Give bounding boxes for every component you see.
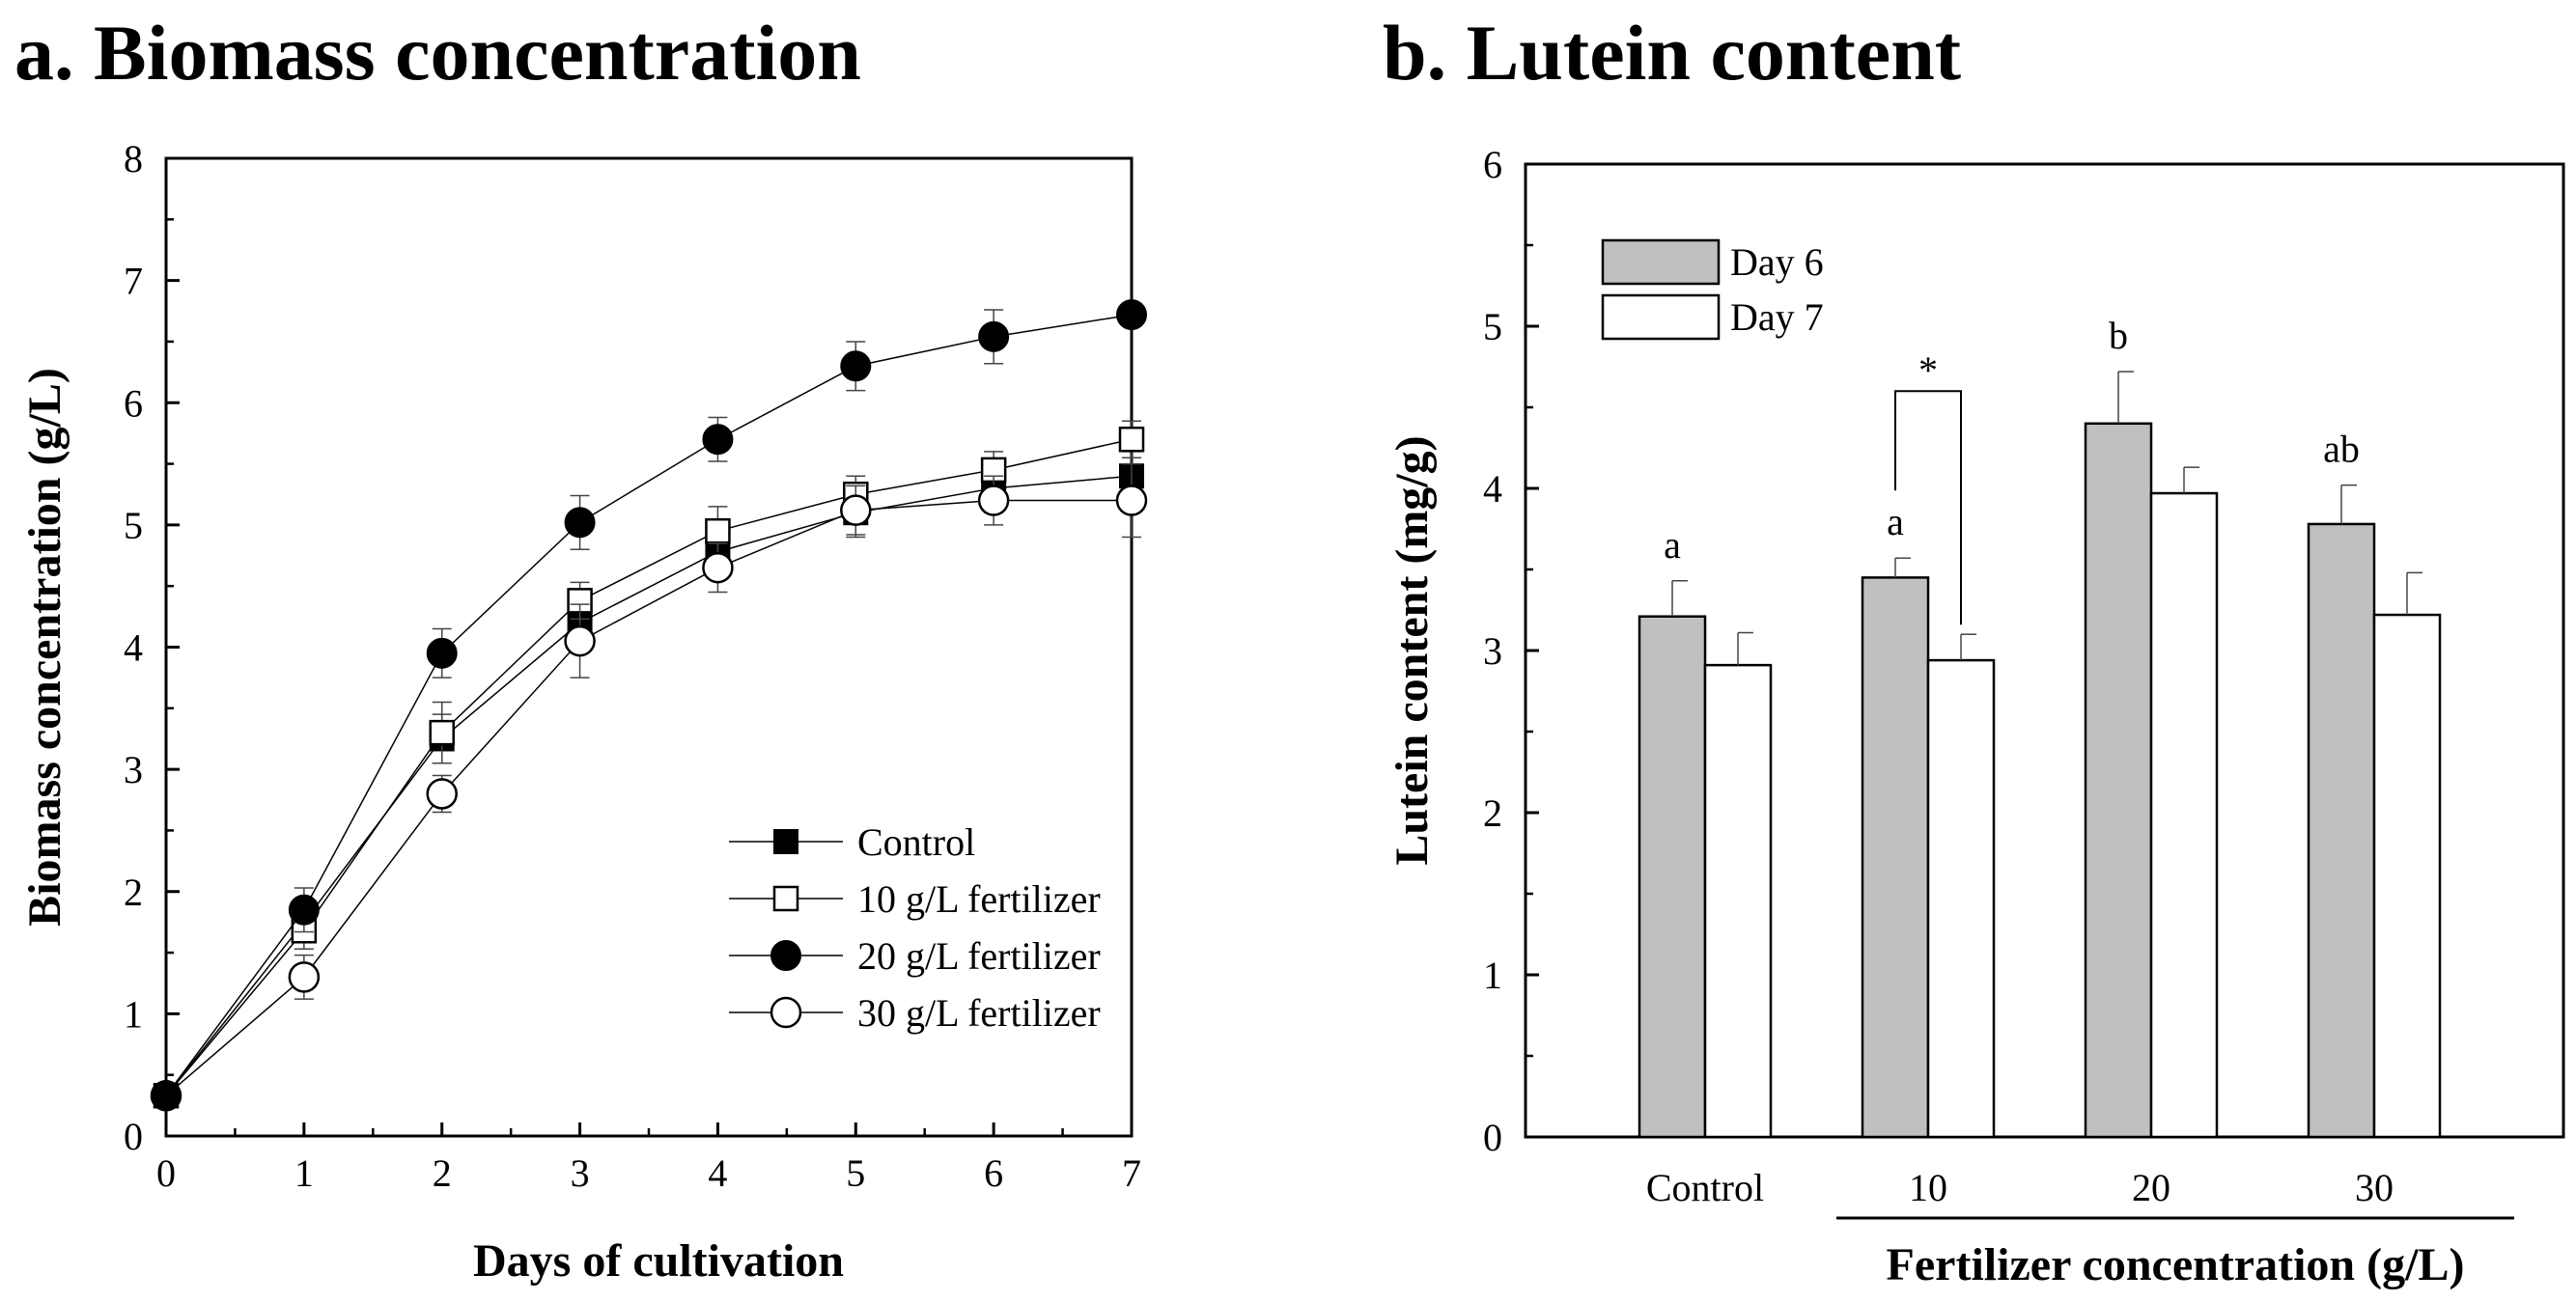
- y-tick-label: 3: [1483, 629, 1502, 673]
- y-tick-label: 0: [124, 1115, 143, 1158]
- x-tick-label: 7: [1122, 1151, 1141, 1195]
- x-tick-label: 10: [1909, 1166, 1947, 1209]
- x-tick-label: 6: [984, 1151, 1003, 1195]
- x-tick-label: 3: [571, 1151, 590, 1195]
- y-axis-title: Lutein content (mg/g): [1386, 435, 1438, 865]
- y-tick-label: 3: [124, 748, 143, 791]
- y-tick-label: 0: [1483, 1116, 1502, 1159]
- series-line: [165, 499, 1132, 1096]
- y-tick-label: 5: [1483, 305, 1502, 348]
- data-point: [1116, 299, 1147, 331]
- legend-marker: [772, 885, 799, 912]
- data-point: [978, 320, 1010, 352]
- data-point: [1118, 426, 1145, 453]
- significance-letter: ab: [2323, 428, 2360, 471]
- series-day-7: [1703, 466, 2442, 1139]
- x-axis-title: Fertilizer concentration (g/L): [1887, 1239, 2465, 1290]
- y-axis-title: Biomass concentration (g/L): [19, 368, 70, 927]
- bar: [2149, 491, 2219, 1139]
- y-tick-label: 4: [124, 626, 143, 670]
- series-day-6: [1638, 371, 2376, 1139]
- significance-letter: a: [1664, 523, 1681, 567]
- legend-marker: [770, 996, 802, 1029]
- biomass-chart: 0 1 2 3 4 5 6 7 0 1 2 3 4 5 6 7 8 Days of cultivation Biom…: [19, 137, 1148, 1287]
- x-tick-label: 4: [708, 1151, 727, 1195]
- x-tick-label: 0: [156, 1151, 176, 1195]
- y-tick-label: 1: [124, 992, 143, 1036]
- legend: Day 6 Day 7: [1601, 238, 1824, 341]
- y-tick-label: 7: [124, 260, 143, 303]
- bar: [1861, 576, 1930, 1139]
- significance-letter: a: [1887, 500, 1904, 543]
- legend: Control 10 g/L fertilizer 20 g/L fertilize…: [729, 820, 1101, 1035]
- x-tick-label: 2: [433, 1151, 452, 1195]
- series-20-g-l-fertilizer: [151, 299, 1147, 1112]
- bar: [1703, 663, 1773, 1139]
- series-line: [165, 475, 1133, 1096]
- panel-b-title: b. Lutein content: [1383, 9, 1962, 97]
- legend-label: 20 g/L fertilizer: [857, 934, 1101, 978]
- legend-label: 30 g/L fertilizer: [857, 991, 1101, 1035]
- data-point: [288, 961, 321, 993]
- legend-label: 10 g/L fertilizer: [857, 877, 1101, 921]
- data-point: [1115, 485, 1148, 516]
- y-tick-label: 6: [1483, 143, 1502, 186]
- significance-bracket: [1894, 390, 1962, 625]
- series-line: [165, 438, 1133, 1096]
- bar: [1926, 658, 1996, 1139]
- legend-label: Day 6: [1730, 240, 1824, 284]
- data-point: [564, 624, 596, 657]
- data-point: [564, 507, 596, 539]
- bar: [2372, 613, 2442, 1139]
- y-tick-label: 2: [124, 871, 143, 914]
- data-point: [705, 517, 731, 544]
- data-point: [702, 424, 734, 456]
- y-tick-label: 5: [124, 504, 143, 547]
- x-axis-title: Days of cultivation: [473, 1235, 844, 1287]
- y-tick-label: 4: [1483, 467, 1502, 511]
- y-tick-label: 2: [1483, 791, 1502, 835]
- legend-swatch: [1601, 238, 1721, 286]
- legend-marker: [773, 829, 798, 854]
- data-point: [426, 637, 458, 669]
- y-tick-label: 8: [124, 137, 143, 180]
- data-point: [840, 350, 872, 382]
- data-point: [702, 551, 734, 584]
- legend-label: Day 7: [1730, 295, 1824, 339]
- legend-marker: [770, 940, 801, 971]
- significance-letter: b: [2109, 314, 2128, 357]
- x-tick-label: Control: [1646, 1166, 1764, 1209]
- series-line: [165, 314, 1133, 1096]
- x-tick-label: 30: [2355, 1166, 2394, 1209]
- significance-asterisk: *: [1918, 348, 1938, 392]
- legend-label: Control: [857, 820, 975, 864]
- x-tick-label: 1: [294, 1151, 314, 1195]
- panel-a-title: a. Biomass concentration: [14, 9, 861, 97]
- bar: [2084, 422, 2153, 1139]
- data-point: [288, 894, 320, 926]
- data-point: [151, 1080, 182, 1112]
- x-tick-label: 20: [2132, 1166, 2170, 1209]
- data-point: [429, 719, 455, 746]
- series-30-g-l-fertilizer: [150, 462, 1148, 1112]
- bar: [1638, 615, 1707, 1139]
- data-point: [426, 778, 458, 810]
- y-tick-label: 1: [1483, 954, 1502, 997]
- data-point: [980, 457, 1007, 484]
- legend-swatch: [1601, 293, 1721, 341]
- y-tick-label: 6: [124, 381, 143, 425]
- bar: [2307, 522, 2376, 1139]
- data-point: [977, 485, 1010, 516]
- x-tick-label: 5: [846, 1151, 865, 1195]
- data-point: [840, 494, 872, 526]
